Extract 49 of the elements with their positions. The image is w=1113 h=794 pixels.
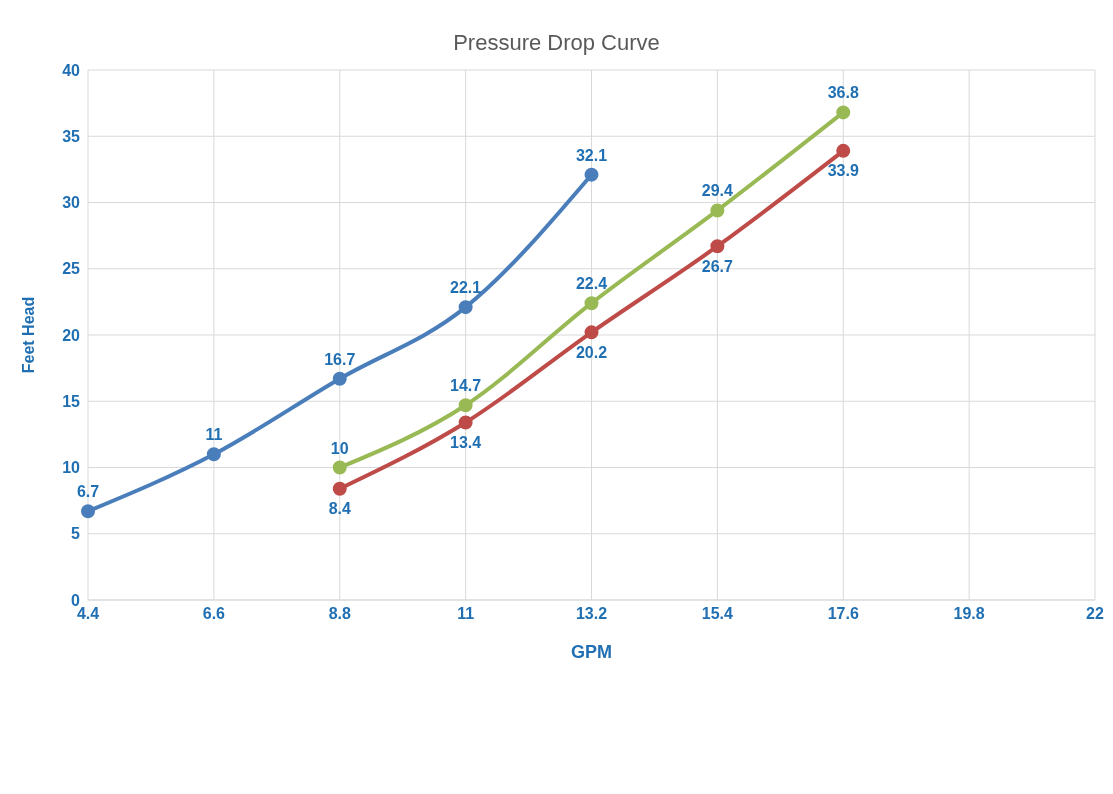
- point: [584, 167, 599, 182]
- point: [458, 398, 473, 413]
- y-tick-label: 30: [62, 194, 81, 212]
- data-label: 29.4: [701, 182, 734, 200]
- data-label: 14.7: [450, 377, 482, 395]
- x-tick-label: 22: [1086, 605, 1104, 623]
- data-label: 26.7: [701, 257, 734, 275]
- x-tick-label: 8.8: [328, 605, 351, 623]
- y-tick-label: 20: [62, 326, 81, 344]
- y-tick-label: 15: [62, 392, 81, 410]
- data-label: 22.1: [450, 279, 482, 297]
- x-tick-label: 15.4: [701, 605, 734, 623]
- data-label: 13.4: [450, 433, 482, 451]
- x-tick-label: 11: [457, 605, 475, 623]
- point: [332, 460, 347, 475]
- chart-title: Pressure Drop Curve: [452, 30, 661, 56]
- data-label: 8.4: [328, 500, 351, 518]
- data-label: 6.7: [76, 483, 100, 501]
- point: [458, 415, 473, 430]
- y-tick-label: 10: [62, 459, 81, 477]
- data-label: 16.7: [324, 350, 356, 368]
- point: [836, 143, 851, 158]
- y-tick-label: 40: [62, 61, 81, 79]
- point: [81, 504, 95, 519]
- y-tick-label: 25: [62, 260, 81, 278]
- y-tick-label: 35: [62, 127, 81, 145]
- data-label: 33.9: [827, 162, 859, 180]
- data-label: 11: [205, 426, 223, 444]
- point: [584, 325, 599, 340]
- data-label: 32.1: [575, 146, 608, 164]
- x-axis-title: GPM: [570, 642, 613, 662]
- data-label: 10: [330, 439, 349, 457]
- x-tick-label: 6.6: [202, 605, 226, 623]
- point: [332, 371, 347, 386]
- x-tick-label: 17.6: [827, 605, 859, 623]
- point: [206, 447, 221, 462]
- y-axis-title: Feet Head: [19, 296, 37, 374]
- point: [836, 105, 851, 120]
- point: [332, 481, 347, 496]
- y-tick-label: 5: [71, 525, 81, 543]
- point: [710, 239, 725, 254]
- data-label: 20.2: [575, 343, 608, 361]
- point: [710, 203, 725, 218]
- data-label: 36.8: [827, 84, 859, 102]
- point: [458, 300, 473, 315]
- x-tick-label: 19.8: [953, 605, 985, 623]
- data-label: 22.4: [575, 275, 608, 293]
- x-tick-label: 13.2: [575, 605, 608, 623]
- point: [584, 296, 599, 311]
